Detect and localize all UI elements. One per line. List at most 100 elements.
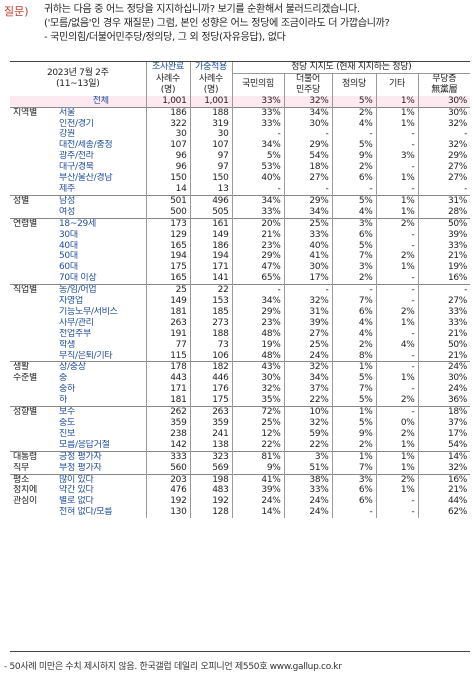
- row-weighted: 273: [189, 317, 232, 329]
- row-sample: 560: [145, 462, 190, 475]
- row-value: -: [375, 129, 418, 141]
- table-row: 40대 165 186 23% 40% 5% -33%: [10, 240, 471, 252]
- row-subgroup: 50대: [59, 251, 78, 262]
- row-value: 44%: [417, 496, 471, 508]
- header-col-justice-text: 정의당: [342, 79, 366, 90]
- header-date-cell: 2023년 7월 2주 (11~13일): [10, 60, 146, 96]
- row-value: 4%: [331, 118, 376, 130]
- row-value: 5%: [331, 240, 376, 252]
- table-row: 연령별 18~29세 173 161 20% 25% 3% 2% 50%: [10, 217, 471, 230]
- row-value: 4%: [331, 317, 376, 329]
- row-subgroup: 많이 있다: [56, 473, 146, 486]
- row-value: 72%: [231, 406, 284, 418]
- row-group: [10, 184, 56, 195]
- row-sample: 96: [145, 162, 190, 174]
- question-line-3: - 국민의힘/더불어민주당/정의당, 그 외 정당(자유응답), 없다: [44, 32, 286, 43]
- row-value: 17%: [417, 428, 471, 440]
- table-row: 대통령 긍정 평가자 333 323 81% 3% 1% 1% 14%: [10, 450, 471, 463]
- row-group: [10, 351, 56, 362]
- row-group: [10, 440, 56, 451]
- row-value: -: [375, 273, 418, 285]
- table-row: 정치에 약간 있다 476 483 39% 33% 6% 1% 21%: [10, 485, 471, 497]
- row-value: 5%: [331, 418, 376, 429]
- row-value: -: [375, 328, 418, 340]
- table-row: 성별 남성 501 496 34% 29% 5% 1% 31%: [10, 194, 471, 207]
- header-weighted-label: 가중적용: [189, 61, 232, 74]
- row-value: -: [375, 384, 418, 396]
- row-sample: 129: [145, 229, 190, 241]
- header-sample-count-text: 사례수: [156, 73, 180, 84]
- row-value: 1%: [375, 262, 418, 274]
- row-value: 39%: [231, 485, 284, 497]
- row-weighted: 198: [189, 473, 232, 486]
- row-value: 1%: [375, 106, 418, 119]
- row-subgroup: 강원: [59, 129, 75, 140]
- row-weighted: 194: [189, 251, 232, 263]
- row-value: 48%: [231, 328, 284, 340]
- row-value: -: [375, 240, 418, 252]
- row-value: 33%: [283, 485, 332, 497]
- table-row: 70대 이상 165 141 65% 17% 2% -16%: [10, 273, 471, 285]
- row-value: 54%: [417, 439, 471, 452]
- table-row: 진보 238 241 12% 59% 9% 2% 17%: [10, 428, 471, 440]
- row-subgroup: 무직/은퇴/기타: [59, 350, 113, 361]
- row-sample: 165: [145, 273, 190, 285]
- table-row: 대전/세종/충청 107 107 34% 29% 5% -32%: [10, 140, 471, 152]
- row-value: 16%: [417, 273, 471, 285]
- header-col-justice: 정의당: [331, 73, 376, 96]
- row-weighted: 141: [189, 273, 232, 285]
- row-group: [10, 230, 56, 241]
- row-subgroup: 자영업: [59, 296, 83, 307]
- row-weighted: 73: [189, 339, 232, 351]
- row-group: [10, 162, 56, 173]
- row-subgroup: 보수: [56, 406, 146, 418]
- row-value: 14%: [417, 450, 471, 463]
- row-value: 40%: [231, 173, 284, 184]
- table-row: 여성 500 505 33% 34% 4% 1% 28%: [10, 206, 471, 219]
- row-weighted: 188: [189, 328, 232, 340]
- row-value: 32%: [283, 296, 332, 307]
- row-value: -: [375, 140, 418, 152]
- question-line-2: ('모름/없음'인 경우 재질문) 그럼, 본인 성향은 어느 정당에 조금이라…: [44, 18, 390, 29]
- row-value: 5%: [331, 95, 376, 108]
- row-subgroup: 별로 없다: [59, 496, 94, 507]
- row-value: 2%: [375, 473, 418, 486]
- row-value: -: [375, 296, 418, 307]
- row-value: 40%: [283, 240, 332, 252]
- footer-note: - 50사례 미만은 수치 제시하지 않음. 한국갤럽 데일리 오피니언 제55…: [4, 662, 342, 672]
- row-value: 34%: [283, 106, 332, 119]
- row-group: [10, 151, 56, 162]
- table-row: 모름/응답거절 142 138 22% 22% 2% 1% 54%: [10, 439, 471, 452]
- row-value: 6%: [331, 229, 376, 241]
- row-value: 9%: [331, 428, 376, 440]
- row-value: 29%: [283, 194, 332, 207]
- row-value: 2%: [375, 251, 418, 263]
- row-value: 19%: [231, 339, 284, 351]
- row-value: 33%: [283, 229, 332, 241]
- row-group: 지역별: [10, 106, 56, 119]
- row-group: 수준별: [13, 373, 37, 384]
- row-value: 24%: [283, 350, 332, 362]
- row-value: 7%: [331, 384, 376, 396]
- row-subgroup: 30대: [59, 229, 78, 240]
- row-subgroup: 18~29세: [56, 217, 146, 230]
- row-value: 33%: [417, 306, 471, 318]
- table-row: 수준별 중 443 446 30% 34% 5% 1% 30%: [10, 373, 471, 385]
- row-value: 5%: [231, 151, 284, 163]
- table-row: 직업별 농/임/어업 25 22- - - - -: [10, 284, 471, 297]
- row-subgroup: 인천/경기: [59, 118, 94, 129]
- results-body: 전체 1,001 1,001 33% 32% 5% 1% 30% 지역별 서울 186 188 33% 3…: [10, 95, 471, 519]
- row-value: 6%: [331, 173, 376, 184]
- row-value: -: [375, 284, 418, 297]
- header-group-title: 정당 지지도 (현재 지지하는 정당): [231, 61, 471, 74]
- row-value: 32%: [283, 361, 332, 374]
- row-value: 34%: [283, 206, 332, 219]
- table-row: 중하 171 176 32% 37% 7% -24%: [10, 384, 471, 396]
- row-subgroup: 대구/경북: [59, 162, 94, 173]
- header-sample-unit: (명): [160, 84, 176, 95]
- row-value: 16%: [417, 473, 471, 486]
- row-value: -: [375, 350, 418, 362]
- row-subgroup: 60대: [59, 262, 78, 273]
- header-col-ppp-text: 국민의힘: [242, 79, 274, 90]
- row-value: 1%: [375, 118, 418, 130]
